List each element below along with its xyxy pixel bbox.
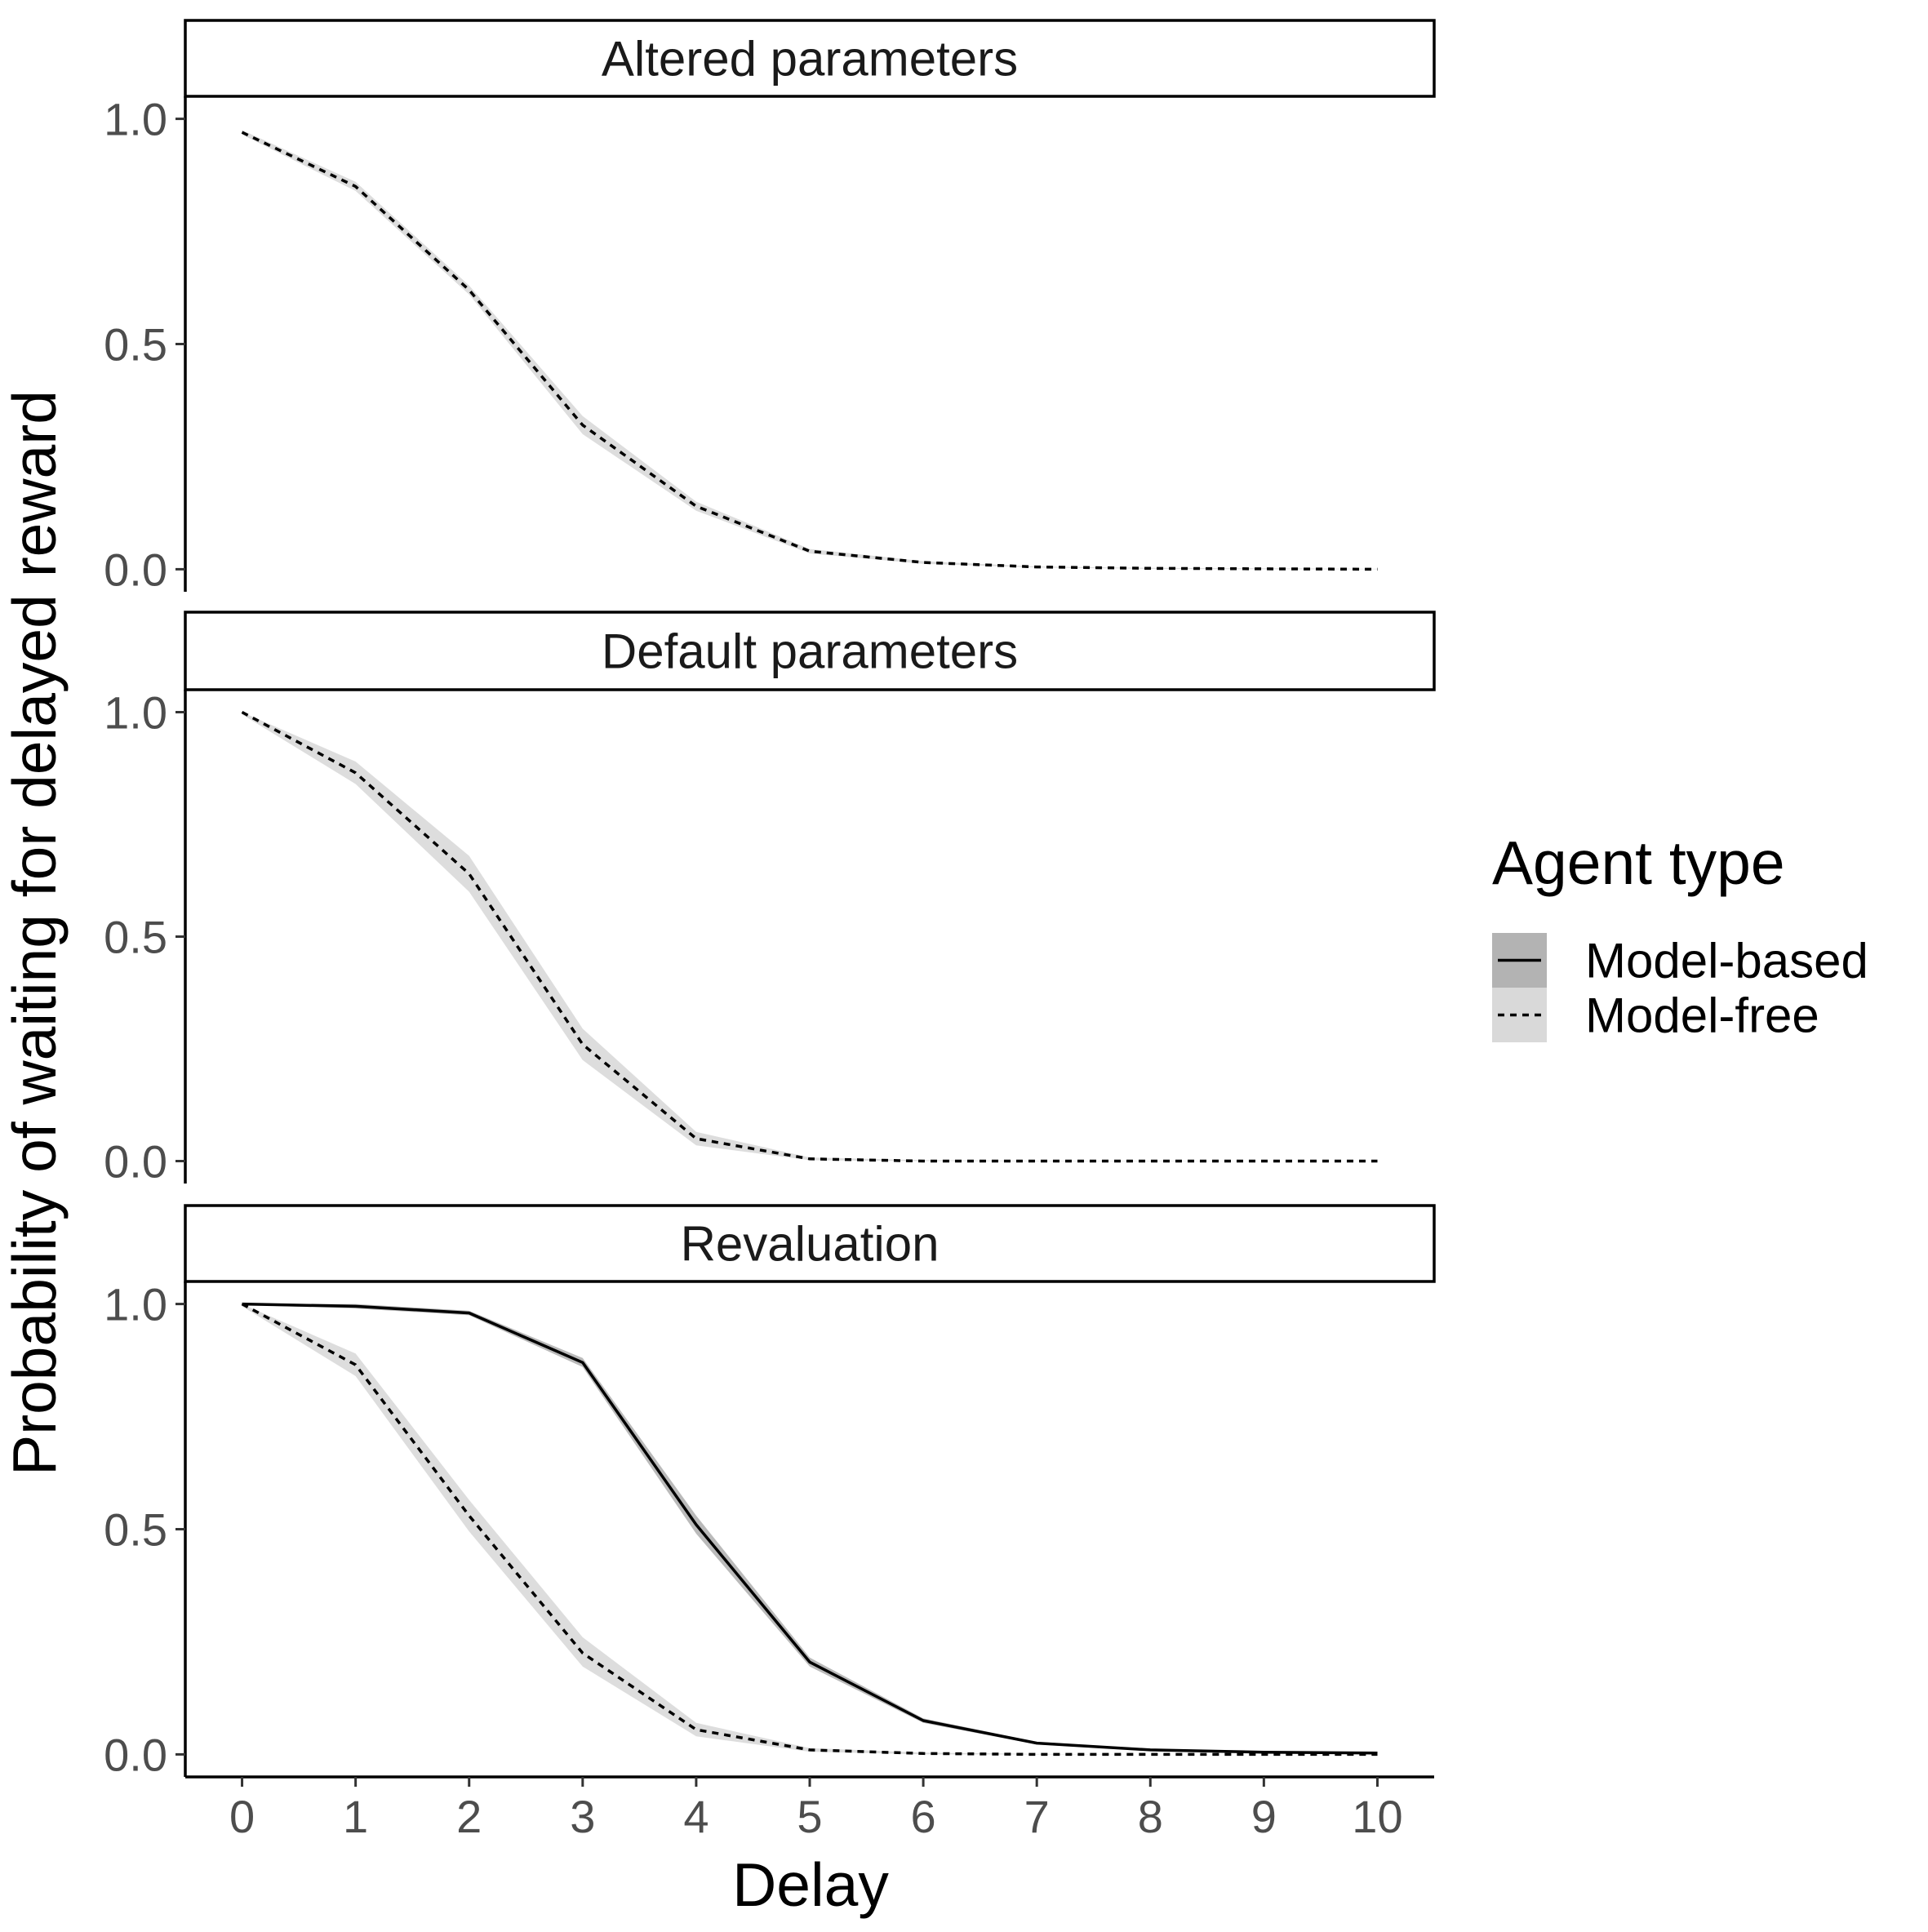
x-tick-label: 3 (570, 1791, 595, 1842)
panel-strip (184, 1204, 1436, 1283)
x-axis: 0 1 2 3 4 5 6 7 8 9 10 (185, 1775, 1434, 1842)
ribbon-model-free (242, 1304, 1378, 1755)
ribbon-model-free (242, 712, 1378, 1161)
x-axis-title: Delay (732, 1850, 889, 1919)
x-tick-label: 4 (683, 1791, 709, 1842)
ribbon-model-free (242, 130, 1378, 570)
y-tick-label: 0.0 (104, 1729, 167, 1780)
y-tick-label: 0.5 (104, 1504, 167, 1556)
legend-label: Model-free (1585, 988, 1819, 1043)
line-model-based (242, 1302, 1378, 1755)
y-axis-title: Probability of waiting for delayed rewar… (0, 390, 69, 1476)
line-model-free (241, 1303, 1378, 1757)
x-tick-label: 9 (1251, 1791, 1277, 1842)
y-tick-label: 0.0 (104, 1136, 167, 1188)
panel-2: Default parameters 0.0 0.5 1.0 (104, 611, 1436, 1188)
panel-1: Altered parameters 0.0 0.5 1.0 (104, 19, 1436, 595)
ribbon-model-based (242, 1304, 1378, 1754)
panel-title: Revaluation (681, 1217, 940, 1272)
y-tick-label: 1.0 (104, 687, 167, 739)
x-tick-label: 5 (797, 1791, 822, 1842)
y-tick-label: 0.5 (104, 319, 167, 371)
panel-3: Revaluation 0.0 0.5 1.0 (104, 1204, 1436, 1780)
x-tick-label: 7 (1024, 1791, 1050, 1842)
y-tick-label: 0.5 (104, 912, 167, 963)
panel-strip (184, 611, 1436, 691)
y-tick-label: 0.0 (104, 544, 167, 595)
y-tick-label: 1.0 (104, 94, 167, 145)
x-tick-label: 8 (1138, 1791, 1163, 1842)
x-tick-label: 1 (343, 1791, 368, 1842)
panel-title: Default parameters (602, 624, 1018, 679)
x-tick-label: 6 (911, 1791, 936, 1842)
line-model-free (241, 710, 1378, 1163)
x-tick-label: 0 (229, 1791, 255, 1842)
line-model-free (241, 131, 1378, 571)
legend-title: Agent type (1492, 828, 1785, 897)
x-tick-label: 10 (1352, 1791, 1402, 1842)
panel-title: Altered parameters (602, 32, 1018, 87)
panel-strip (184, 19, 1436, 98)
y-tick-label: 1.0 (104, 1279, 167, 1330)
legend-label: Model-based (1585, 934, 1868, 988)
x-tick-label: 2 (456, 1791, 482, 1842)
